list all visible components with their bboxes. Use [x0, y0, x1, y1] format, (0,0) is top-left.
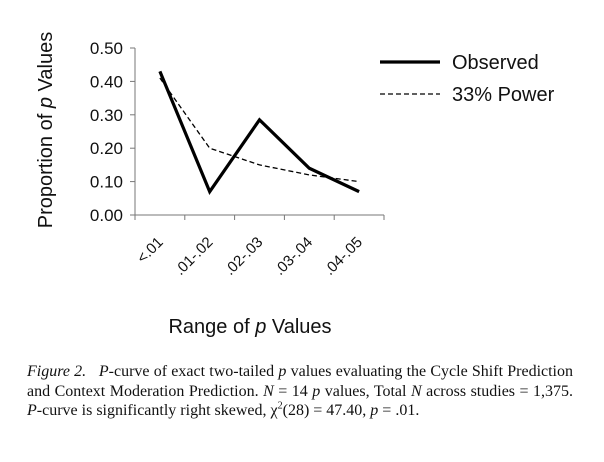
caption-superscript: 2 [277, 400, 283, 412]
x-tick-label: <.01 [134, 234, 167, 267]
caption-p-3: p [312, 382, 321, 400]
caption-p-5: p [370, 402, 379, 419]
caption-text-8: = .01. [378, 402, 420, 419]
caption-text-6: -curve is significantly right skewed, χ [36, 402, 278, 419]
caption-p-2: p [278, 363, 287, 380]
chart-svg: 0.00 0.10 0.20 0.30 0.40 0.50 <.01.01-.02.02-.… [35, 32, 555, 338]
x-tick-label: .02-.03 [221, 234, 266, 279]
legend-label: Observed [452, 52, 539, 74]
caption-figure-label: Figure 2. [27, 363, 87, 380]
caption-p-4: P [27, 402, 37, 419]
series-line-1 [159, 77, 360, 183]
caption-text-7: (28) = 47.40, [282, 402, 371, 419]
figure-caption: Figure 2. P-curve of exact two-tailed p … [27, 362, 573, 421]
caption-n-2: N [410, 382, 422, 400]
y-tick-label: 0.00 [90, 206, 123, 225]
y-axis-label: Proportion of p Values [35, 32, 57, 228]
caption-n-1: N [263, 382, 274, 400]
y-tick-label: 0.10 [90, 173, 123, 192]
y-tick-label: 0.40 [90, 72, 123, 91]
legend-label: 33% Power [452, 84, 555, 106]
series-line-0 [158, 70, 360, 195]
x-tick-label: .01-.02 [171, 234, 216, 279]
y-tick-label: 0.20 [90, 139, 123, 158]
caption-p-italic: P [98, 363, 109, 380]
caption-text-2: values evaluating the Cycle Shift Predic… [27, 363, 574, 400]
y-tick-label: 0.30 [90, 106, 123, 125]
caption-text-4: values, Total [320, 382, 411, 400]
caption-text-5: across studies = 1,375. [421, 382, 574, 400]
caption-text-3: = 14 [273, 382, 313, 400]
x-axis-label: Range of p Values [168, 316, 331, 338]
x-tick-label: .03-.04 [271, 234, 316, 279]
caption-text-1: -curve of exact two-tailed [108, 363, 279, 380]
x-tick-label: .04-.05 [321, 234, 366, 279]
y-tick-label: 0.50 [90, 39, 123, 58]
